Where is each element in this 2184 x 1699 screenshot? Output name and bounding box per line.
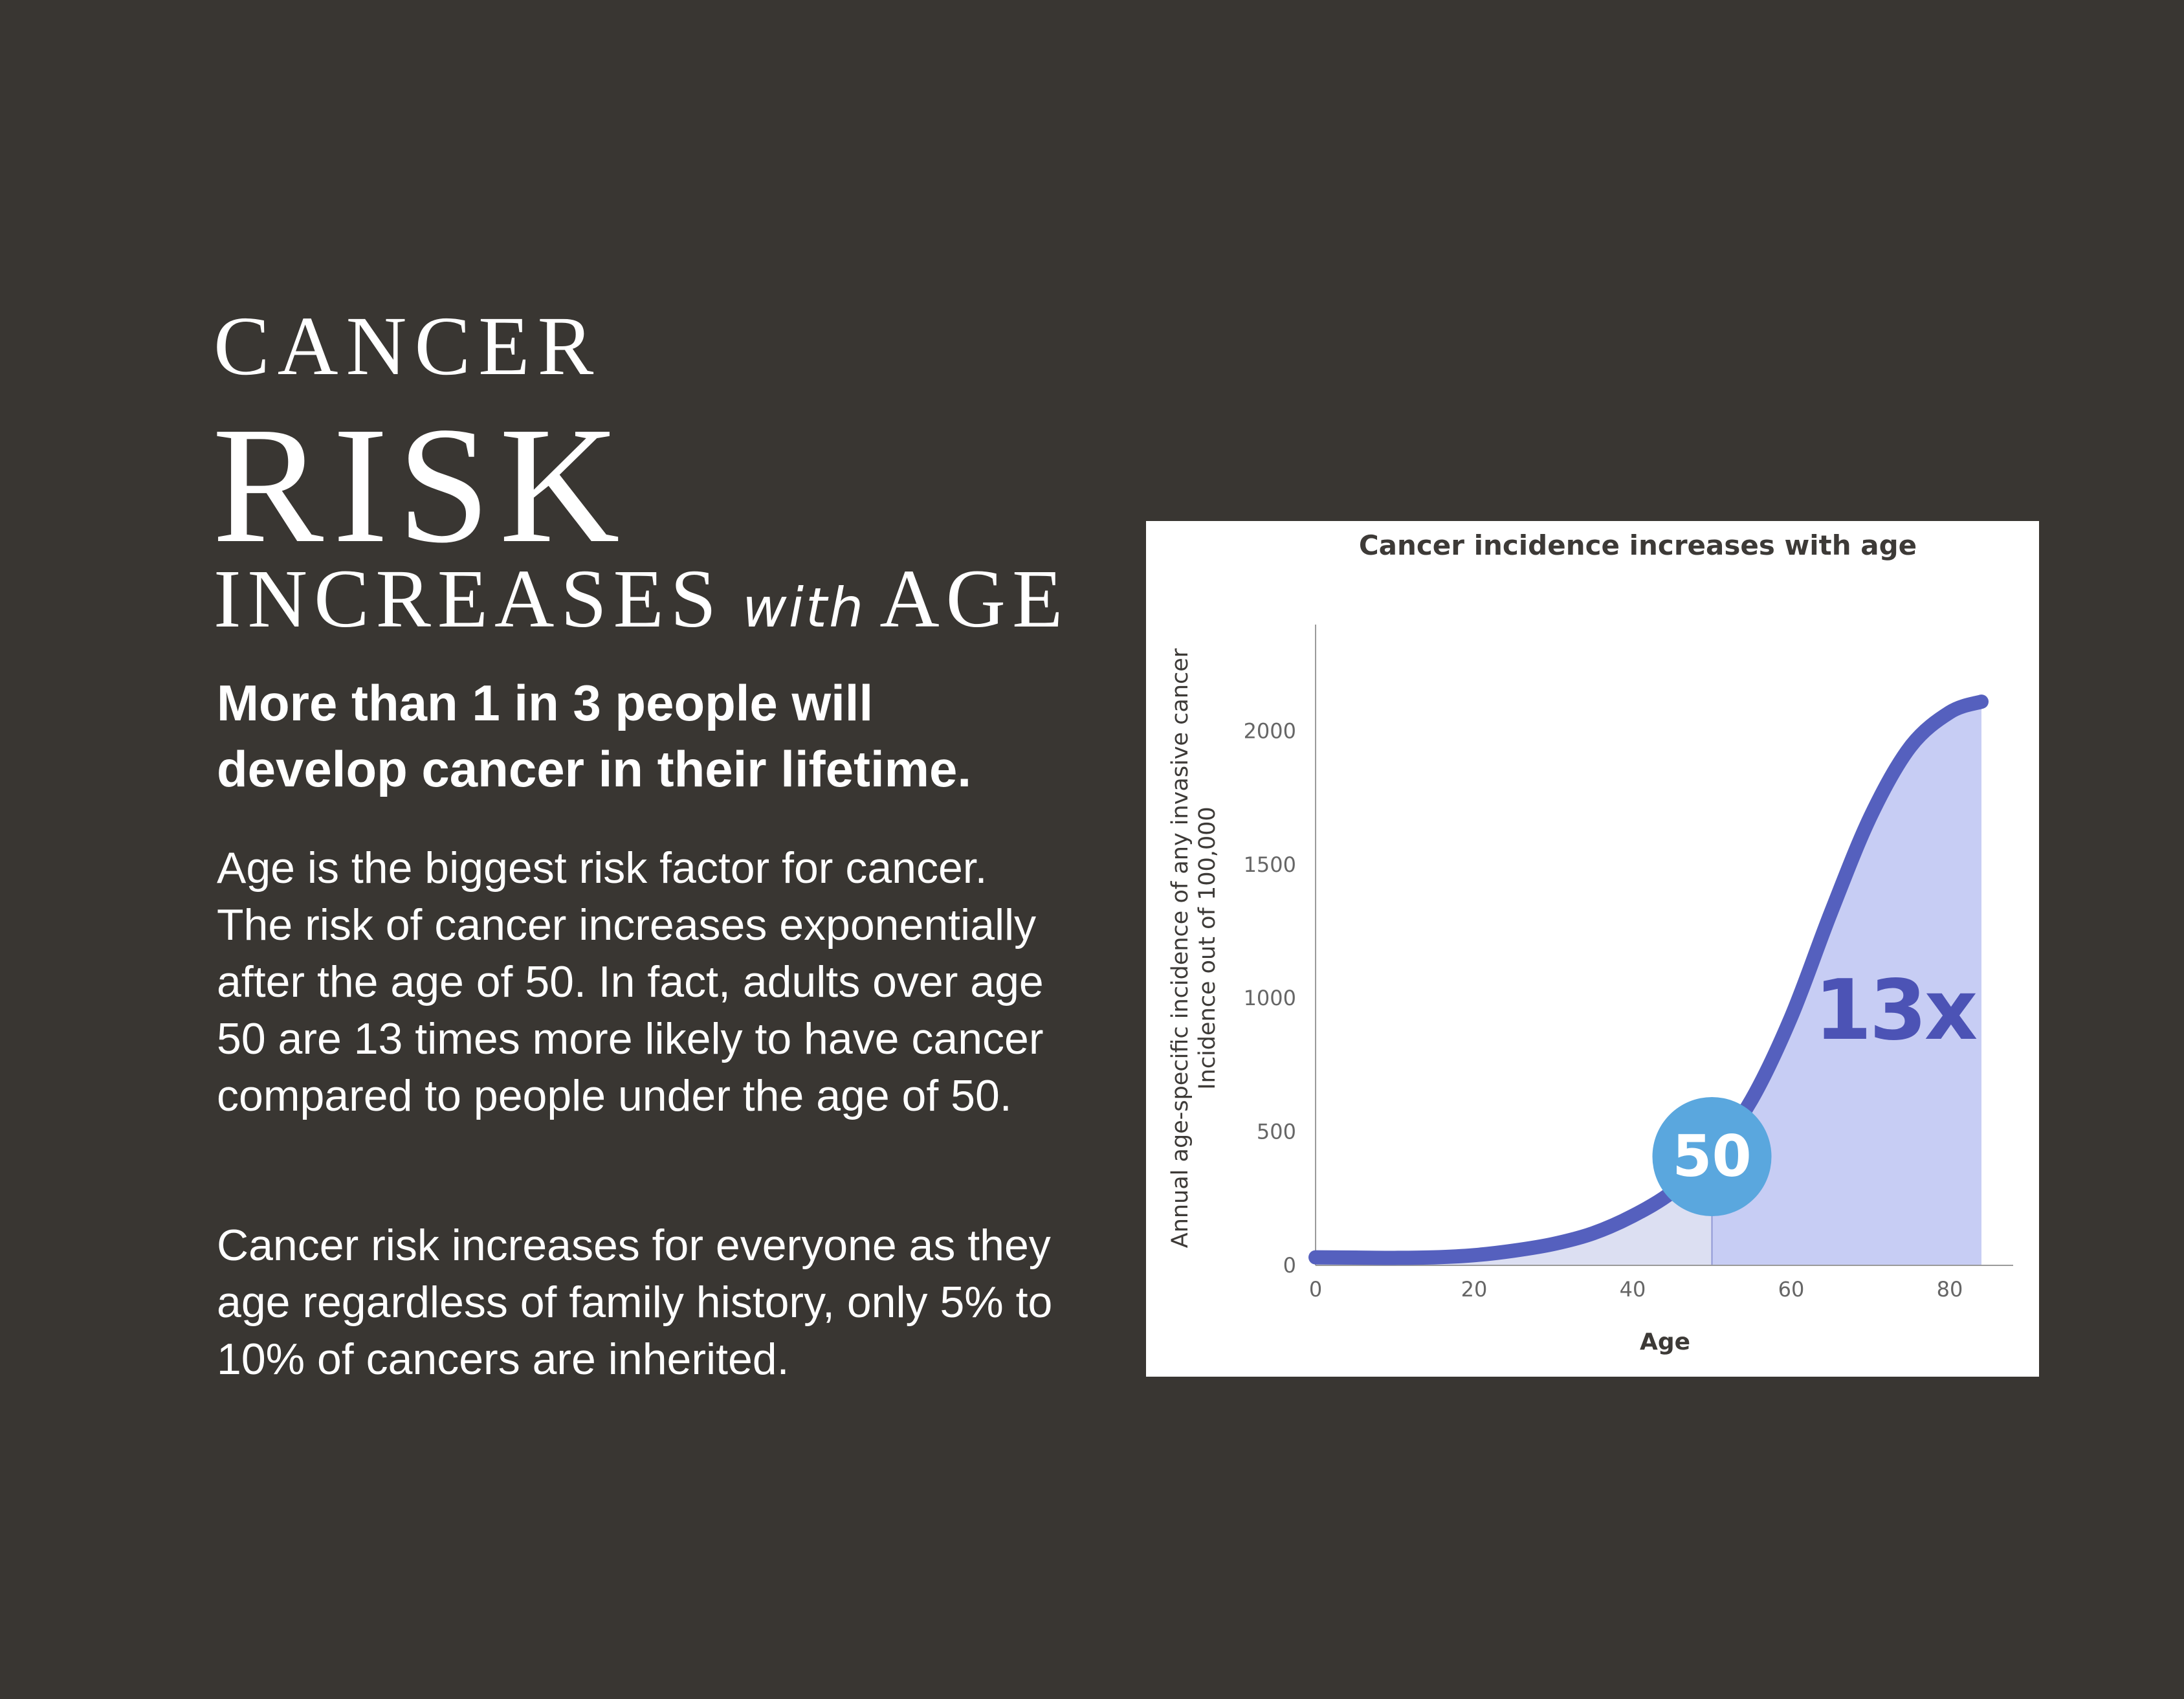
headline-with: with — [742, 576, 866, 639]
x-tick-label: 20 — [1461, 1277, 1488, 1302]
body-paragraph-inherited: Cancer risk increases for everyone as th… — [217, 1221, 1053, 1384]
y-axis-label-text: Annual age-specific incidence of any inv… — [1167, 648, 1220, 1248]
x-tick-label: 80 — [1937, 1277, 1963, 1302]
y-axis-label: Annual age-specific incidence of any inv… — [1167, 648, 1220, 1248]
y-axis-label-line: Annual age-specific incidence of any inv… — [1167, 648, 1193, 1248]
headline-age: AGE — [879, 553, 1070, 645]
y-tick-label: 1000 — [1244, 986, 1296, 1010]
area-fill-before-50 — [1316, 1155, 1712, 1265]
y-tick-label: 500 — [1257, 1120, 1296, 1144]
x-tick-label: 40 — [1620, 1277, 1646, 1302]
y-tick-label: 2000 — [1244, 718, 1296, 743]
x-tick-label: 60 — [1778, 1277, 1805, 1302]
chart-card: Cancer incidence increases with age 0 20 4… — [1146, 521, 2039, 1377]
x-tick-label: 0 — [1309, 1277, 1322, 1302]
body-paragraph-age-risk: Age is the biggest risk factor for cance… — [217, 843, 1044, 1120]
headline-increases-with-age: INCREASES with AGE — [214, 557, 1069, 650]
headline-cancer: CANCER — [214, 300, 602, 393]
age-50-marker — [1652, 1097, 1772, 1216]
headline-increases: INCREASES — [214, 553, 723, 645]
lead-statement: More than 1 in 3 people will develop can… — [217, 674, 972, 797]
y-tick-label: 1500 — [1244, 852, 1296, 877]
multiplier-13x-label: 13x — [1814, 962, 1977, 1059]
chart-title: Cancer incidence increases with age — [1359, 529, 1917, 561]
age-50-marker-label: 50 — [1672, 1123, 1751, 1190]
headline-risk: RISK — [212, 392, 629, 577]
y-axis-label-line: Incidence out of 100,000 — [1195, 806, 1220, 1089]
incidence-chart: Cancer incidence increases with age 0 20 4… — [1167, 529, 2013, 1355]
area-fill-after-50 — [1712, 702, 1981, 1265]
y-tick-label: 0 — [1283, 1253, 1296, 1278]
x-axis-label: Age — [1640, 1329, 1690, 1355]
